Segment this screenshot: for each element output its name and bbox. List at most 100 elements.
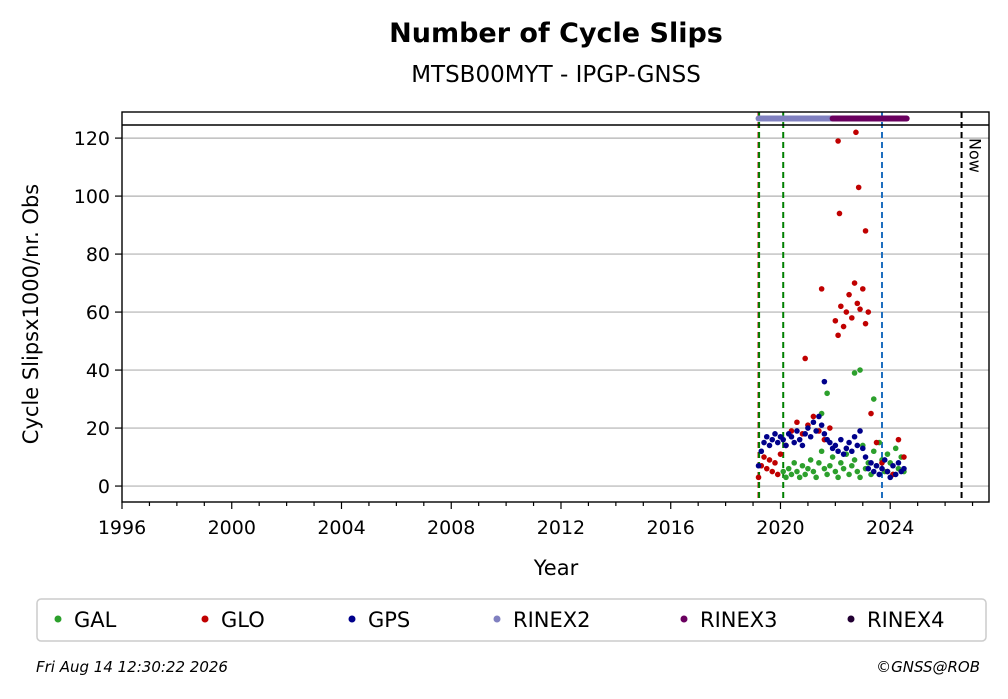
chart-title: Number of Cycle Slips bbox=[389, 18, 723, 49]
data-point bbox=[840, 451, 847, 457]
data-point bbox=[796, 474, 803, 481]
data-point bbox=[870, 448, 877, 455]
y-tick-label: 60 bbox=[86, 302, 110, 324]
data-point bbox=[761, 454, 767, 460]
x-tick-label: 1996 bbox=[98, 517, 146, 539]
legend-marker bbox=[54, 615, 62, 623]
legend-marker bbox=[680, 615, 688, 623]
legend-label: RINEX4 bbox=[867, 608, 945, 632]
copyright-text: ©GNSS@ROB bbox=[876, 658, 980, 676]
data-point bbox=[895, 436, 902, 443]
data-point bbox=[859, 445, 866, 452]
data-point bbox=[854, 468, 861, 475]
y-tick-label: 100 bbox=[74, 186, 110, 208]
data-point bbox=[772, 460, 778, 466]
data-point bbox=[777, 451, 784, 457]
y-tick-label: 20 bbox=[86, 418, 110, 440]
data-point bbox=[832, 468, 839, 475]
data-point bbox=[854, 442, 861, 449]
data-point bbox=[865, 465, 872, 472]
data-point bbox=[881, 457, 888, 463]
legend-marker bbox=[201, 615, 209, 623]
data-point bbox=[855, 184, 862, 191]
data-point bbox=[755, 474, 762, 481]
data-point bbox=[873, 462, 880, 469]
data-point bbox=[838, 460, 844, 466]
plot-frame bbox=[121, 111, 990, 503]
data-point bbox=[799, 442, 806, 449]
data-point bbox=[783, 474, 789, 481]
data-point bbox=[873, 439, 880, 446]
data-point bbox=[843, 445, 850, 452]
legend-label: RINEX3 bbox=[700, 608, 778, 632]
data-point bbox=[769, 436, 776, 443]
data-point bbox=[836, 210, 843, 217]
data-point bbox=[802, 431, 808, 437]
data-point bbox=[846, 439, 852, 446]
data-point bbox=[821, 378, 828, 385]
legend-marker bbox=[847, 615, 855, 623]
data-point bbox=[802, 471, 808, 478]
data-point bbox=[788, 471, 795, 478]
legend-marker bbox=[493, 615, 501, 623]
data-point bbox=[840, 465, 847, 472]
y-tick-label: 40 bbox=[86, 360, 110, 382]
data-point bbox=[862, 454, 869, 460]
data-point bbox=[816, 413, 822, 420]
data-point bbox=[769, 468, 776, 475]
data-point bbox=[851, 457, 858, 463]
x-tick-label: 2024 bbox=[866, 517, 914, 539]
data-point bbox=[865, 309, 872, 315]
data-point bbox=[835, 448, 841, 455]
data-point bbox=[791, 439, 797, 446]
data-point bbox=[788, 433, 795, 440]
y-tick-label: 80 bbox=[86, 244, 110, 266]
chart-subtitle: MTSB00MYT - IPGP-GNSS bbox=[411, 62, 701, 88]
legend-box bbox=[36, 598, 987, 642]
y-tick-label: 0 bbox=[98, 476, 110, 498]
data-point bbox=[868, 460, 874, 466]
data-point bbox=[824, 390, 830, 397]
y-axis-label: Cycle Slipsx1000/nr. Obs bbox=[19, 184, 43, 444]
timestamp-text: Fri Aug 14 12:30:22 2026 bbox=[36, 658, 228, 676]
data-point bbox=[843, 309, 850, 315]
data-point bbox=[794, 468, 800, 475]
data-point bbox=[862, 320, 869, 327]
data-point bbox=[832, 317, 839, 324]
data-point bbox=[849, 315, 855, 321]
data-point bbox=[879, 465, 885, 472]
data-point bbox=[805, 465, 811, 472]
x-tick-label: 2020 bbox=[756, 517, 804, 539]
data-point bbox=[761, 439, 767, 446]
x-tick-label: 2008 bbox=[427, 517, 475, 539]
data-point bbox=[763, 433, 770, 440]
data-point bbox=[835, 474, 841, 481]
data-point bbox=[818, 448, 825, 455]
data-point bbox=[901, 465, 907, 472]
x-tick-label: 2012 bbox=[537, 517, 585, 539]
data-point bbox=[791, 460, 797, 466]
data-point bbox=[807, 457, 814, 463]
data-point bbox=[766, 457, 773, 463]
data-point bbox=[835, 138, 841, 144]
data-point bbox=[868, 410, 874, 417]
data-point bbox=[849, 462, 855, 469]
data-point bbox=[832, 442, 839, 449]
legend-label: GPS bbox=[368, 608, 410, 632]
data-point bbox=[892, 471, 899, 478]
data-point bbox=[816, 460, 822, 466]
data-point bbox=[849, 448, 855, 455]
data-point bbox=[846, 471, 852, 478]
now-label: Now bbox=[966, 138, 985, 173]
data-point bbox=[766, 442, 773, 449]
data-point bbox=[887, 474, 894, 481]
data-point bbox=[813, 428, 819, 434]
data-point bbox=[895, 460, 902, 466]
x-tick-label: 2004 bbox=[317, 517, 365, 539]
data-point bbox=[780, 468, 787, 475]
legend-marker bbox=[348, 615, 356, 623]
data-point bbox=[774, 439, 781, 446]
data-point bbox=[892, 445, 899, 452]
data-point bbox=[901, 454, 907, 460]
legend-label: GAL bbox=[74, 608, 117, 632]
